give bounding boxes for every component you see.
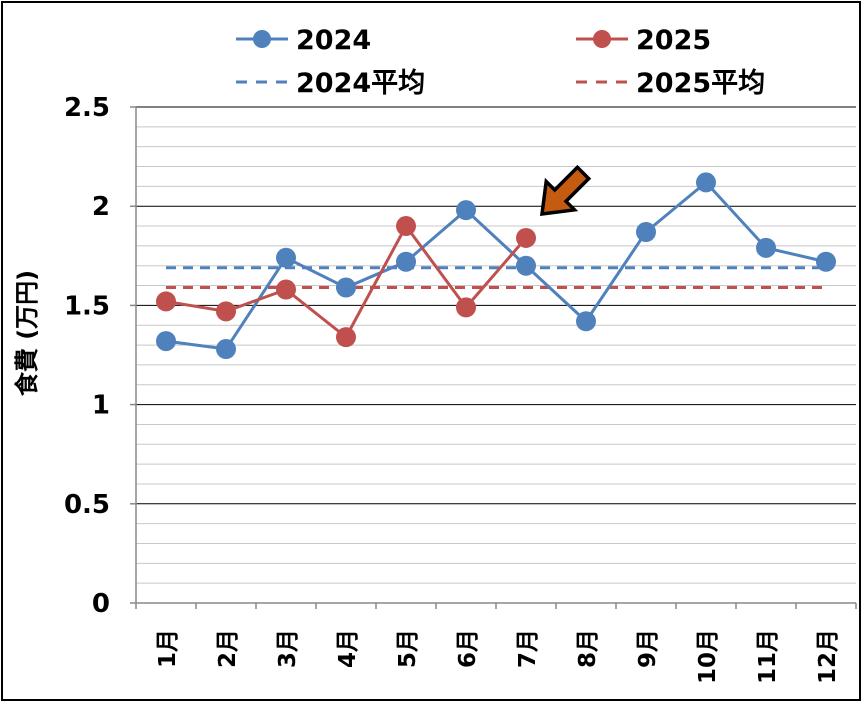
data-point bbox=[576, 311, 596, 332]
data-point bbox=[216, 301, 236, 322]
legend-marker bbox=[593, 30, 611, 48]
data-point bbox=[696, 172, 716, 193]
legend-item-2024: 2024 bbox=[236, 25, 371, 56]
y-tick-label: 0 bbox=[92, 589, 110, 619]
data-point bbox=[456, 200, 476, 221]
x-tick-label: 4月 bbox=[335, 629, 361, 668]
data-point bbox=[156, 291, 176, 312]
y-tick-label: 2 bbox=[92, 192, 110, 222]
x-tick-label: 5月 bbox=[395, 629, 421, 668]
y-tick-label: 2.5 bbox=[64, 93, 110, 123]
legend-marker bbox=[253, 30, 271, 48]
x-tick-label: 3月 bbox=[275, 629, 301, 668]
data-point bbox=[276, 279, 296, 300]
data-point bbox=[816, 251, 836, 272]
legend-item-2025: 2025 bbox=[576, 25, 711, 56]
series-layer bbox=[156, 172, 836, 360]
legend-label: 2024 bbox=[296, 25, 371, 56]
data-point bbox=[336, 277, 356, 298]
legend-item-2024平均: 2024平均 bbox=[236, 68, 425, 99]
legend-label: 2025平均 bbox=[636, 68, 765, 99]
x-tick-label: 8月 bbox=[575, 629, 601, 668]
x-tick-label: 2月 bbox=[215, 629, 241, 668]
data-point bbox=[216, 339, 236, 360]
arrow-annotation bbox=[539, 164, 592, 217]
data-point bbox=[396, 251, 416, 272]
axes bbox=[130, 106, 857, 609]
y-tick-labels: 0 0.5 1 1.5 2 2.5 bbox=[64, 93, 110, 619]
x-tick-labels: 1月 2月 3月 4月 5月 6月 7月 8月 9月 10月 11月 12月 bbox=[155, 629, 841, 684]
legend-label: 2024平均 bbox=[296, 68, 425, 99]
data-point bbox=[636, 221, 656, 242]
grid-lines bbox=[136, 106, 856, 584]
legend: 2024 2025 2024平均 2025平均 bbox=[236, 25, 765, 99]
y-tick-label: 1 bbox=[92, 391, 110, 421]
data-point bbox=[276, 247, 296, 268]
x-tick-label: 9月 bbox=[635, 629, 661, 668]
x-tick-label: 1月 bbox=[155, 629, 181, 668]
x-tick-label: 11月 bbox=[755, 629, 781, 684]
data-point bbox=[516, 255, 536, 276]
line-chart: 0 0.5 1 1.5 2 2.5 1月 2月 3月 4月 5月 6月 7月 8月 9月 10月 11月 12月… bbox=[13, 25, 857, 684]
series-line bbox=[165, 180, 827, 351]
y-tick-label: 0.5 bbox=[64, 490, 110, 520]
legend-item-2025平均: 2025平均 bbox=[576, 68, 765, 99]
data-point bbox=[456, 297, 476, 318]
legend-label: 2025 bbox=[636, 25, 711, 56]
data-point bbox=[516, 227, 536, 248]
y-tick-label: 1.5 bbox=[64, 291, 110, 321]
y-axis-label: 食費 (万円) bbox=[13, 270, 41, 396]
series-2025 bbox=[156, 216, 536, 348]
x-tick-label: 12月 bbox=[815, 629, 841, 684]
x-tick-label: 10月 bbox=[695, 629, 721, 684]
data-point bbox=[336, 327, 356, 348]
arrow-icon bbox=[539, 164, 592, 217]
data-point bbox=[396, 216, 416, 237]
x-tick-label: 7月 bbox=[515, 629, 541, 668]
series-2024 bbox=[156, 172, 836, 360]
data-point bbox=[156, 331, 176, 352]
x-tick-label: 6月 bbox=[455, 629, 481, 668]
data-point bbox=[756, 237, 776, 258]
